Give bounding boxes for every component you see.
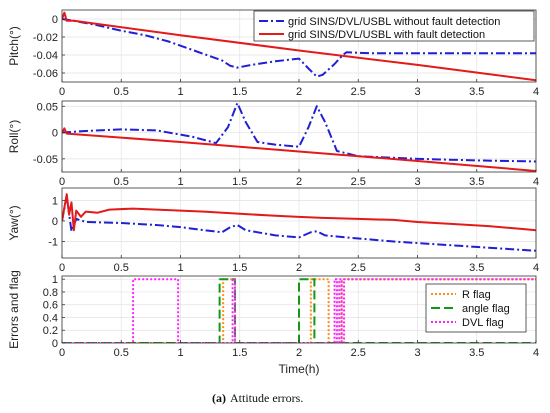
- chart-panel-1: 0 0.5 1 1.5 2 2.5 3 3.5 4 -0.06 -0.04 -0.02 0 Pitch(°…: [7, 9, 539, 98]
- y-tick-label: 0: [52, 338, 58, 350]
- series-group: [62, 102, 536, 172]
- x-tick-label: 0.5: [114, 262, 129, 274]
- chart-panel-3: 0 0.5 1 1.5 2 2.5 3 3.5 4 -1 0 1 Yaw(°): [7, 187, 539, 274]
- x-tick-label: 2.5: [351, 347, 366, 359]
- legend: grid SINS/DVL/USBL without fault detecti…: [253, 10, 535, 42]
- y-tick-label: 0.6: [43, 300, 58, 312]
- x-tick-label: 1.5: [232, 262, 247, 274]
- x-tick-label: 3.5: [469, 347, 484, 359]
- y-tick-label: -0.02: [33, 32, 58, 44]
- x-tick-label: 3: [414, 262, 420, 274]
- legend-entry: grid SINS/DVL/USBL with fault detection: [288, 29, 485, 41]
- caption-label: (a): [212, 391, 226, 405]
- x-tick-label: 4: [533, 262, 539, 274]
- y-tick-label: 0: [52, 128, 58, 140]
- x-tick-label: 1.5: [232, 347, 247, 359]
- x-tick-label: 2.5: [351, 176, 366, 188]
- x-tick-label: 2: [296, 347, 302, 359]
- x-tick-label: 1.5: [232, 176, 247, 188]
- x-tick-label: 1: [177, 176, 183, 188]
- x-tick-label: 1: [177, 262, 183, 274]
- x-tick-label: 4: [533, 176, 539, 188]
- series-line-red: [62, 193, 536, 232]
- x-tick-label: 4: [533, 86, 539, 98]
- x-tick-label: 3.5: [469, 176, 484, 188]
- caption-text: Attitude errors.: [230, 391, 303, 405]
- y-axis-label: Errors and flag: [7, 270, 21, 349]
- series-group: [62, 11, 536, 82]
- legend-entry: DVL flag: [462, 317, 504, 329]
- series-line-red: [62, 11, 536, 82]
- x-tick-label: 3.5: [469, 262, 484, 274]
- x-tick-label: 2: [296, 176, 302, 188]
- legend-entry: R flag: [462, 289, 491, 301]
- y-tick-label: -0.06: [33, 68, 58, 80]
- x-tick-label: 0: [59, 347, 65, 359]
- y-axis-label: Yaw(°): [7, 205, 21, 240]
- y-tick-label: 0.05: [37, 101, 58, 113]
- legend: R flag angle flag DVL flag: [425, 283, 527, 333]
- series-line-blue: [62, 18, 536, 78]
- y-axis-label: Roll(°): [7, 120, 21, 153]
- x-tick-label: 0.5: [114, 176, 129, 188]
- series-line-red: [62, 127, 536, 172]
- x-tick-label: 4: [533, 347, 539, 359]
- y-tick-label: 0.4: [43, 312, 58, 324]
- series-line-blue: [62, 195, 536, 252]
- y-tick-label: -0.05: [33, 154, 58, 166]
- y-tick-label: 1: [52, 195, 58, 207]
- x-tick-label: 2.5: [351, 86, 366, 98]
- y-tick-label: 1: [52, 274, 58, 286]
- legend-entry: angle flag: [462, 303, 510, 315]
- x-tick-label: 2: [296, 262, 302, 274]
- x-tick-label: 0: [59, 86, 65, 98]
- x-tick-label: 0: [59, 176, 65, 188]
- x-tick-label: 0.5: [114, 86, 129, 98]
- series-line-green: [62, 278, 536, 343]
- y-tick-label: 0.2: [43, 325, 58, 337]
- x-tick-label: 3: [414, 86, 420, 98]
- y-tick-label: 0: [52, 216, 58, 228]
- x-tick-label: 2: [296, 86, 302, 98]
- x-tick-label: 0.5: [114, 347, 129, 359]
- y-tick-label: 0: [52, 14, 58, 26]
- series-group: [62, 193, 536, 252]
- legend-entry: grid SINS/DVL/USBL without fault detecti…: [288, 16, 500, 28]
- x-tick-label: 1: [177, 86, 183, 98]
- x-tick-label: 3: [414, 347, 420, 359]
- x-tick-label: 1.5: [232, 86, 247, 98]
- x-tick-label: 1: [177, 347, 183, 359]
- x-tick-label: 2.5: [351, 262, 366, 274]
- x-tick-label: 3.5: [469, 86, 484, 98]
- legend-box: [253, 10, 535, 42]
- legend-box: [425, 283, 527, 333]
- y-tick-label: -0.04: [33, 50, 58, 62]
- x-axis-label: Time(h): [279, 362, 320, 376]
- y-tick-label: 0.8: [43, 287, 58, 299]
- series-group: [62, 278, 536, 343]
- chart-panels: 0 0.5 1 1.5 2 2.5 3 3.5 4 -0.06 -0.04 -0.02 0 Pitch(°…: [7, 9, 539, 376]
- y-axis-label: Pitch(°): [7, 26, 21, 65]
- series-line-orange: [62, 278, 536, 343]
- x-tick-label: 3: [414, 176, 420, 188]
- y-tick-label: -1: [48, 237, 58, 249]
- x-tick-label: 0: [59, 262, 65, 274]
